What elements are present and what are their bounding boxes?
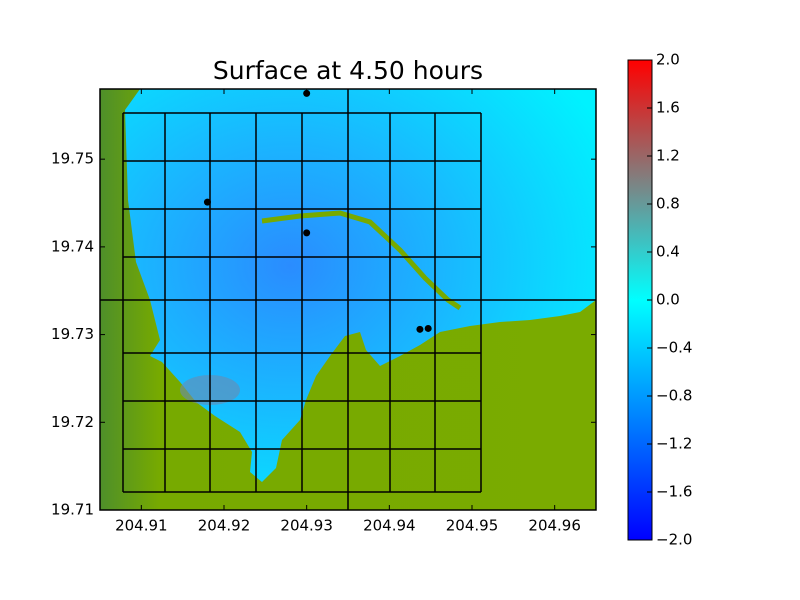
gauge-point (203, 198, 211, 206)
colorbar-tick-label: −1.2 (656, 435, 692, 453)
colorbar-tick-label: 0.8 (656, 195, 680, 213)
x-tick-label: 204.94 (363, 517, 416, 535)
x-tick-label: 204.92 (198, 517, 251, 535)
y-tick-label: 19.73 (51, 325, 94, 343)
colorbar-tick-label: 2.0 (656, 51, 680, 69)
y-tick-label: 19.71 (51, 501, 94, 519)
chart-title: Surface at 4.50 hours (213, 56, 483, 85)
gauge-point (416, 325, 424, 333)
grid-overlay (100, 89, 596, 510)
colorbar-tick-label: 0.4 (656, 243, 680, 261)
gauge-point (424, 324, 432, 332)
colorbar-tick-label: −1.6 (656, 483, 692, 501)
colorbar-tick-label: 0.0 (656, 291, 680, 309)
plot-frame (99, 88, 597, 511)
y-tick-label: 19.75 (51, 150, 94, 168)
colorbar-tick-label: 1.2 (656, 147, 680, 165)
y-tick-label: 19.72 (51, 413, 94, 431)
colorbar-tick-label: −0.8 (656, 387, 692, 405)
colorbar-tick-label: 1.6 (656, 99, 680, 117)
x-tick-label: 204.93 (280, 517, 333, 535)
x-tick-label: 204.95 (446, 517, 499, 535)
gauge-point (303, 89, 311, 97)
x-tick-label: 204.91 (115, 517, 168, 535)
gauge-point (303, 229, 311, 237)
water (125, 89, 596, 482)
y-tick-label: 19.74 (51, 237, 94, 255)
breakwater (261, 210, 462, 311)
x-tick-label: 204.96 (528, 517, 581, 535)
colorbar-tick-label: −0.4 (656, 339, 692, 357)
colorbar-tick-label: −2.0 (656, 531, 692, 549)
